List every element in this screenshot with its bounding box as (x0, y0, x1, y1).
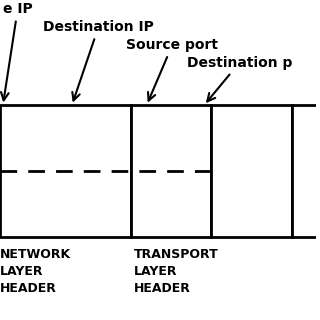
Text: Source port: Source port (126, 38, 219, 101)
Text: e IP: e IP (1, 2, 33, 100)
Bar (292, 105, 320, 236)
Bar (0, 105, 131, 236)
Text: TRANSPORT
LAYER
HEADER: TRANSPORT LAYER HEADER (134, 248, 218, 295)
Text: Destination p: Destination p (187, 56, 292, 101)
Bar (131, 105, 211, 236)
Text: NETWORK
LAYER
HEADER: NETWORK LAYER HEADER (0, 248, 71, 295)
Text: Destination IP: Destination IP (43, 20, 154, 100)
Bar (211, 105, 292, 236)
